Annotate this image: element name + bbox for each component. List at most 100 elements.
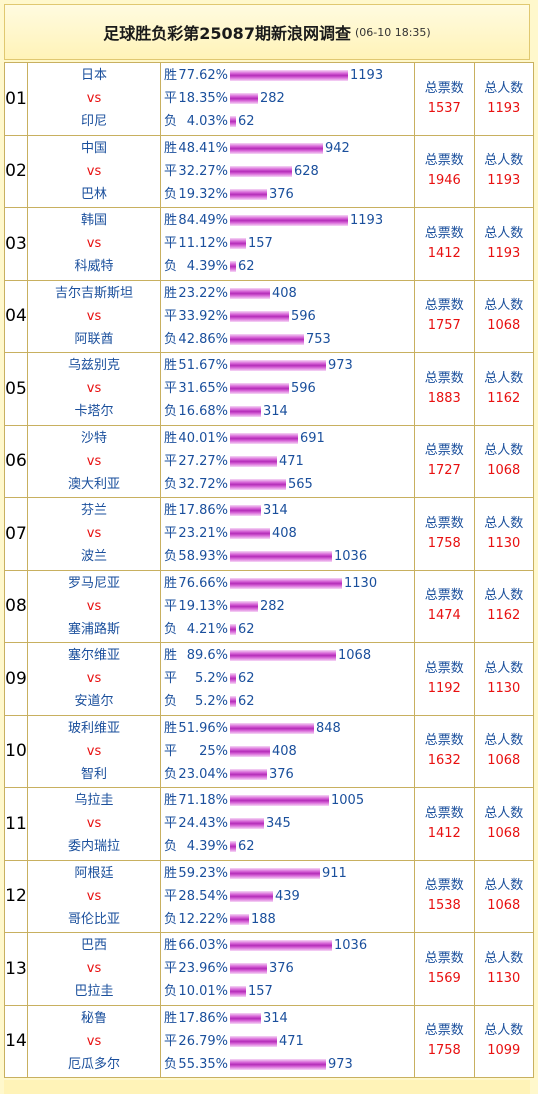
win-bar	[230, 505, 261, 517]
match-teams: 阿根廷 vs 哥伦比亚	[27, 859, 161, 933]
win-percent: 84.49%	[178, 213, 228, 229]
draw-percent: 5.2%	[194, 671, 228, 687]
total-votes-value: 1632	[427, 753, 461, 769]
total-people-cell: 总人数 1130	[473, 932, 534, 1006]
vote-distribution: 胜 51.67% 973 平 31.65% 596 负 16.68% 314	[160, 352, 415, 426]
total-votes-cell: 总票数 1412	[414, 207, 475, 281]
home-team[interactable]: 塞尔维亚	[67, 648, 120, 664]
total-votes-label: 总票数	[424, 443, 464, 459]
win-row: 胜 23.22% 408	[161, 282, 414, 305]
win-label: 胜	[164, 793, 178, 809]
home-team[interactable]: 芬兰	[80, 503, 107, 519]
away-team[interactable]: 厄瓜多尔	[67, 1056, 120, 1072]
win-bar	[230, 722, 314, 734]
win-row: 胜 40.01% 691	[161, 427, 414, 450]
vote-distribution: 胜 51.96% 848 平 25% 408 负 23.04% 376	[160, 714, 415, 788]
draw-row: 平 26.79% 471	[161, 1030, 414, 1053]
lose-percent: 32.72%	[178, 476, 228, 492]
lose-row: 负 4.39% 62	[161, 835, 414, 858]
lose-bar	[230, 551, 332, 563]
home-team[interactable]: 阿根廷	[74, 865, 114, 881]
home-team[interactable]: 沙特	[80, 430, 107, 446]
away-team[interactable]: 巴林	[80, 186, 107, 202]
draw-label: 平	[164, 1033, 178, 1049]
draw-bar	[230, 455, 277, 467]
vs-label: vs	[86, 381, 102, 397]
total-votes-value: 1946	[427, 173, 461, 189]
vs-label: vs	[86, 888, 102, 904]
lose-label: 负	[164, 984, 178, 1000]
lose-bar	[230, 406, 261, 418]
away-team[interactable]: 卡塔尔	[74, 404, 114, 420]
draw-bar	[230, 383, 289, 395]
away-team[interactable]: 阿联酋	[74, 331, 114, 347]
lose-label: 负	[164, 911, 178, 927]
match-teams: 乌兹别克 vs 卡塔尔	[27, 352, 161, 426]
total-people-cell: 总人数 1068	[473, 859, 534, 933]
win-bar	[230, 142, 323, 154]
total-people-cell: 总人数 1068	[473, 279, 534, 353]
away-team[interactable]: 智利	[80, 766, 107, 782]
draw-row: 平 24.43% 345	[161, 812, 414, 835]
lose-count: 376	[269, 766, 294, 782]
total-votes-value: 1474	[427, 608, 461, 624]
home-team[interactable]: 罗马尼亚	[67, 575, 120, 591]
lose-percent: 16.68%	[178, 404, 228, 420]
away-team[interactable]: 波兰	[80, 549, 107, 565]
win-percent: 77.62%	[178, 68, 228, 84]
match-teams: 吉尔吉斯斯坦 vs 阿联酋	[27, 279, 161, 353]
match-teams: 沙特 vs 澳大利亚	[27, 424, 161, 498]
draw-count: 376	[269, 961, 294, 977]
draw-row: 平 5.2% 62	[161, 667, 414, 690]
home-team[interactable]: 乌拉圭	[74, 793, 114, 809]
away-team[interactable]: 委内瑞拉	[67, 839, 120, 855]
match-teams: 韩国 vs 科威特	[27, 207, 161, 281]
draw-row: 平 19.13% 282	[161, 595, 414, 618]
win-percent: 48.41%	[178, 140, 228, 156]
home-team[interactable]: 巴西	[80, 938, 107, 954]
lose-percent: 4.21%	[186, 621, 228, 637]
total-people-label: 总人数	[484, 153, 524, 169]
lose-percent: 55.35%	[178, 1056, 228, 1072]
away-team[interactable]: 塞浦路斯	[67, 621, 120, 637]
away-team[interactable]: 哥伦比亚	[67, 911, 120, 927]
home-team[interactable]: 韩国	[80, 213, 107, 229]
win-row: 胜 76.66% 1130	[161, 572, 414, 595]
total-votes-value: 1758	[427, 1043, 461, 1059]
away-team[interactable]: 巴拉圭	[74, 984, 114, 1000]
lose-percent: 12.22%	[178, 911, 228, 927]
away-team[interactable]: 安道尔	[74, 694, 114, 710]
home-team[interactable]: 乌兹别克	[67, 358, 120, 374]
lose-row: 负 4.39% 62	[161, 255, 414, 278]
draw-label: 平	[164, 453, 178, 469]
vote-distribution: 胜 89.6% 1068 平 5.2% 62 负 5.2% 62	[160, 642, 415, 716]
home-team[interactable]: 秘鲁	[80, 1010, 107, 1026]
win-label: 胜	[164, 938, 178, 954]
total-votes-cell: 总票数 1474	[414, 569, 475, 643]
lose-count: 753	[306, 331, 331, 347]
draw-bar	[230, 673, 236, 685]
away-team[interactable]: 印尼	[80, 114, 107, 130]
total-votes-cell: 总票数 1946	[414, 134, 475, 208]
home-team[interactable]: 玻利维亚	[67, 720, 120, 736]
win-count: 1036	[334, 938, 368, 954]
draw-count: 282	[260, 91, 285, 107]
away-team[interactable]: 科威特	[74, 259, 114, 275]
lose-bar	[230, 768, 267, 780]
home-team[interactable]: 中国	[80, 140, 107, 156]
win-percent: 59.23%	[178, 865, 228, 881]
draw-count: 628	[294, 163, 319, 179]
vs-label: vs	[86, 91, 102, 107]
match-number: 04	[4, 279, 28, 353]
draw-bar	[230, 818, 264, 830]
match-number: 10	[4, 714, 28, 788]
lose-percent: 4.39%	[186, 839, 228, 855]
win-label: 胜	[164, 285, 178, 301]
win-row: 胜 89.6% 1068	[161, 644, 414, 667]
home-team[interactable]: 日本	[80, 68, 107, 84]
home-team[interactable]: 吉尔吉斯斯坦	[54, 285, 133, 301]
total-people-label: 总人数	[484, 733, 524, 749]
away-team[interactable]: 澳大利亚	[67, 476, 120, 492]
vs-label: vs	[86, 743, 102, 759]
